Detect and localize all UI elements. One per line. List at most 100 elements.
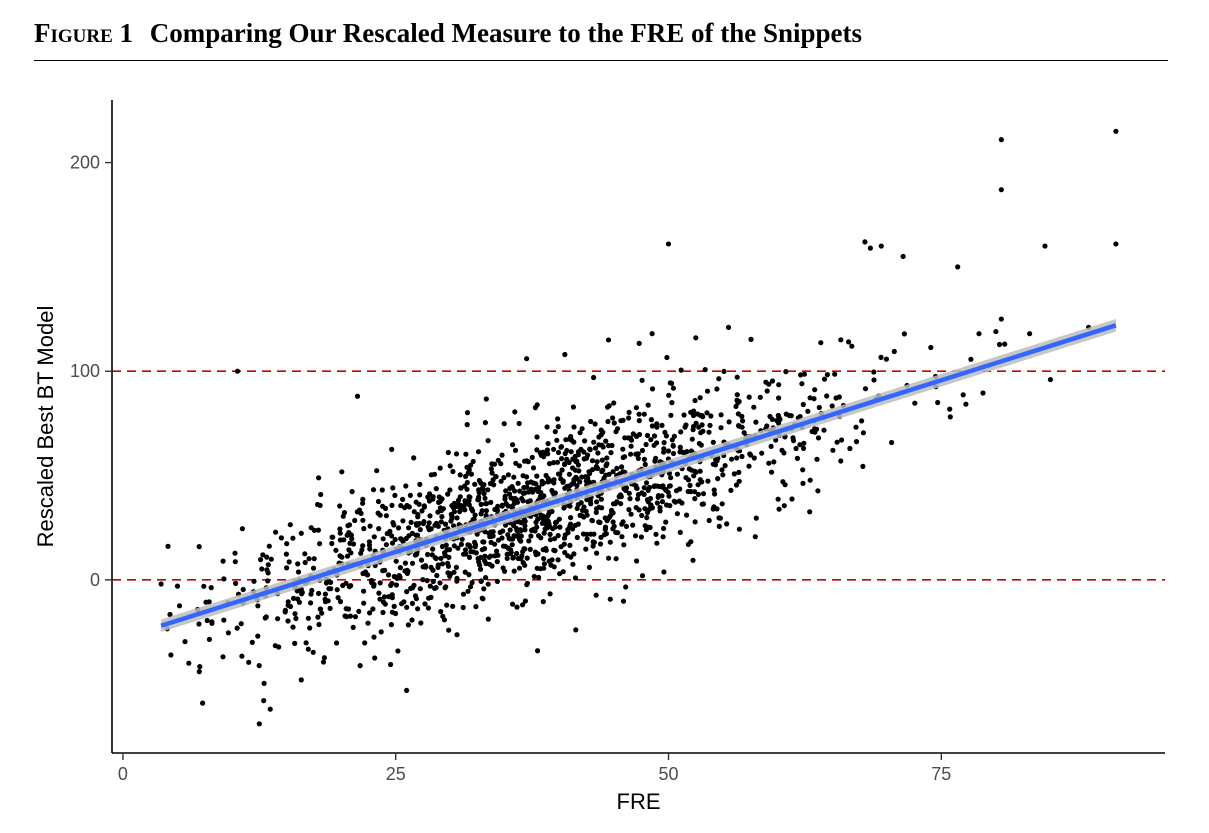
data-point [534, 447, 540, 453]
data-point [697, 477, 703, 483]
data-point [507, 485, 513, 491]
data-point [708, 413, 714, 419]
data-point [348, 532, 354, 538]
data-point [783, 369, 789, 375]
data-point [283, 551, 289, 557]
data-point [409, 530, 415, 537]
data-point [334, 640, 340, 646]
data-point [610, 501, 617, 507]
data-point [316, 590, 322, 597]
data-point [515, 480, 521, 486]
data-point [266, 543, 272, 549]
data-point [705, 478, 711, 484]
data-point [667, 483, 673, 489]
data-point [565, 526, 571, 533]
data-point [626, 409, 632, 415]
data-point [344, 532, 350, 538]
data-point [310, 649, 316, 655]
data-point [655, 493, 662, 499]
data-point [630, 431, 636, 437]
data-point [427, 583, 433, 589]
data-point [457, 509, 463, 515]
data-point [639, 377, 645, 383]
data-point [310, 565, 317, 571]
data-point [545, 479, 551, 485]
data-point [432, 585, 438, 592]
data-point [546, 461, 553, 467]
data-point [847, 445, 853, 452]
data-point [503, 501, 509, 507]
data-point [721, 368, 727, 374]
data-point [439, 543, 445, 550]
data-point [335, 595, 341, 601]
data-point [608, 450, 614, 456]
data-point [547, 591, 553, 597]
data-point [350, 624, 356, 631]
data-point [538, 512, 544, 519]
data-point [239, 653, 245, 659]
data-point [475, 497, 482, 503]
data-point [483, 501, 490, 507]
data-point [541, 530, 547, 536]
data-point [316, 475, 322, 481]
data-point [599, 468, 605, 475]
data-point [471, 516, 477, 522]
data-point [501, 421, 507, 427]
data-point [393, 582, 399, 588]
data-point [374, 468, 380, 474]
data-point [574, 458, 580, 464]
data-point [507, 527, 513, 533]
data-point [549, 487, 555, 494]
data-point [520, 560, 526, 566]
data-point [265, 578, 271, 584]
data-point [476, 490, 482, 496]
data-point [901, 331, 908, 337]
data-point [522, 458, 528, 464]
data-point [377, 512, 383, 518]
data-point [639, 573, 646, 579]
data-point [502, 568, 508, 574]
data-point [389, 540, 396, 546]
data-point [438, 609, 444, 615]
data-point [286, 559, 292, 565]
data-point [769, 416, 775, 422]
data-point [316, 621, 322, 628]
data-point [674, 471, 681, 477]
data-point [633, 505, 639, 511]
data-point [168, 652, 174, 658]
data-point [736, 469, 742, 475]
data-point [541, 493, 547, 499]
data-point [728, 487, 734, 493]
data-point [673, 488, 680, 494]
data-point [358, 550, 364, 556]
data-point [681, 412, 687, 418]
data-point [208, 585, 214, 591]
data-point [439, 561, 446, 567]
data-point [483, 396, 489, 402]
data-point [346, 547, 352, 553]
data-point [524, 582, 530, 588]
data-point [516, 565, 523, 571]
data-point [716, 515, 722, 521]
data-point [504, 555, 510, 562]
data-point [558, 444, 564, 450]
data-point [362, 640, 368, 646]
data-point [541, 517, 547, 523]
data-point [560, 478, 566, 484]
data-point [315, 527, 321, 533]
data-point [1113, 241, 1119, 247]
data-point [610, 519, 616, 525]
data-point [654, 540, 660, 546]
data-point [357, 663, 363, 669]
data-point [329, 540, 335, 547]
data-point [485, 581, 491, 587]
data-point [589, 458, 596, 464]
data-point [303, 640, 309, 646]
data-point [667, 503, 673, 509]
data-point [768, 443, 774, 449]
data-point [607, 539, 613, 545]
data-point [620, 519, 626, 525]
data-point [462, 483, 468, 489]
data-point [594, 550, 600, 556]
data-point [469, 580, 475, 586]
